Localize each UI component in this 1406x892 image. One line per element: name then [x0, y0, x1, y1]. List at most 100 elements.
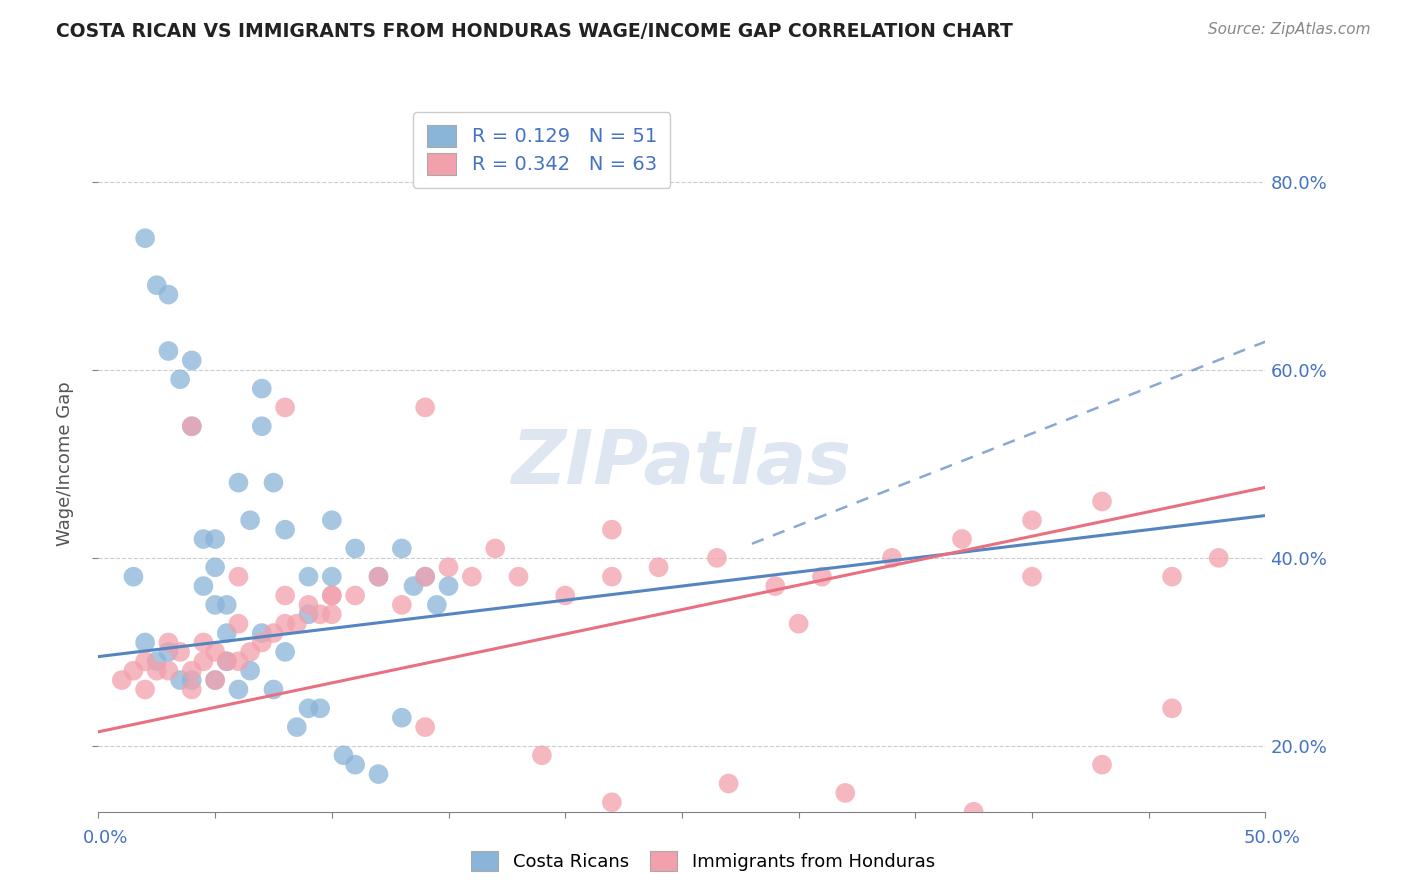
Point	[600, 523, 623, 537]
Point	[215, 598, 238, 612]
Point	[962, 805, 984, 819]
Point	[285, 720, 308, 734]
Point	[413, 569, 436, 583]
Point	[274, 523, 297, 537]
Point	[193, 635, 215, 649]
Point	[134, 654, 156, 668]
Point	[180, 419, 202, 434]
Point	[262, 626, 284, 640]
Point	[437, 560, 460, 574]
Point	[484, 541, 506, 556]
Text: 50.0%: 50.0%	[1244, 829, 1301, 847]
Point	[1021, 513, 1043, 527]
Point	[146, 654, 169, 668]
Point	[413, 569, 436, 583]
Point	[146, 664, 169, 678]
Point	[391, 541, 413, 556]
Point	[274, 616, 297, 631]
Text: 0.0%: 0.0%	[83, 829, 128, 847]
Point	[600, 795, 623, 809]
Point	[1161, 701, 1184, 715]
Point	[332, 748, 354, 763]
Point	[787, 616, 810, 631]
Point	[508, 569, 530, 583]
Point	[134, 231, 156, 245]
Text: COSTA RICAN VS IMMIGRANTS FROM HONDURAS WAGE/INCOME GAP CORRELATION CHART: COSTA RICAN VS IMMIGRANTS FROM HONDURAS …	[56, 22, 1014, 41]
Point	[321, 513, 343, 527]
Point	[321, 607, 343, 622]
Point	[250, 635, 273, 649]
Point	[309, 701, 332, 715]
Point	[215, 626, 238, 640]
Point	[180, 664, 202, 678]
Point	[530, 748, 553, 763]
Legend: Costa Ricans, Immigrants from Honduras: Costa Ricans, Immigrants from Honduras	[464, 844, 942, 879]
Point	[193, 654, 215, 668]
Point	[239, 645, 262, 659]
Point	[297, 569, 319, 583]
Point	[146, 278, 169, 293]
Point	[285, 616, 308, 631]
Point	[157, 645, 180, 659]
Point	[811, 569, 834, 583]
Point	[413, 401, 436, 415]
Legend: R = 0.129   N = 51, R = 0.342   N = 63: R = 0.129 N = 51, R = 0.342 N = 63	[413, 112, 671, 188]
Point	[262, 475, 284, 490]
Point	[122, 569, 145, 583]
Point	[111, 673, 134, 687]
Point	[228, 682, 250, 697]
Point	[204, 532, 226, 546]
Point	[706, 550, 728, 565]
Point	[157, 664, 180, 678]
Text: ZIPatlas: ZIPatlas	[512, 427, 852, 500]
Point	[204, 598, 226, 612]
Point	[262, 682, 284, 697]
Point	[134, 635, 156, 649]
Point	[426, 598, 449, 612]
Point	[250, 626, 273, 640]
Point	[367, 569, 389, 583]
Point	[169, 673, 191, 687]
Point	[461, 569, 484, 583]
Point	[402, 579, 425, 593]
Point	[169, 645, 191, 659]
Point	[122, 664, 145, 678]
Point	[1091, 757, 1114, 772]
Point	[321, 589, 343, 603]
Point	[228, 569, 250, 583]
Y-axis label: Wage/Income Gap: Wage/Income Gap	[56, 382, 75, 546]
Point	[344, 757, 367, 772]
Point	[134, 682, 156, 697]
Point	[239, 513, 262, 527]
Point	[763, 579, 786, 593]
Point	[180, 682, 202, 697]
Point	[215, 654, 238, 668]
Point	[1161, 569, 1184, 583]
Point	[239, 664, 262, 678]
Point	[250, 419, 273, 434]
Point	[250, 382, 273, 396]
Point	[1021, 569, 1043, 583]
Point	[600, 569, 623, 583]
Point	[157, 287, 180, 301]
Point	[367, 767, 389, 781]
Point	[180, 673, 202, 687]
Point	[169, 372, 191, 386]
Point	[215, 654, 238, 668]
Point	[297, 607, 319, 622]
Point	[834, 786, 856, 800]
Point	[321, 569, 343, 583]
Point	[274, 589, 297, 603]
Point	[950, 532, 973, 546]
Point	[193, 579, 215, 593]
Point	[344, 541, 367, 556]
Point	[157, 635, 180, 649]
Point	[204, 645, 226, 659]
Point	[297, 701, 319, 715]
Point	[647, 560, 669, 574]
Point	[193, 532, 215, 546]
Point	[274, 645, 297, 659]
Point	[228, 475, 250, 490]
Point	[880, 550, 903, 565]
Point	[391, 598, 413, 612]
